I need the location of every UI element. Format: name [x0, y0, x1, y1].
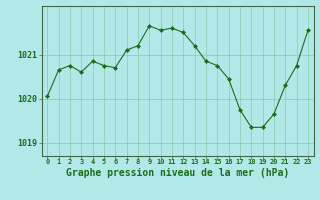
X-axis label: Graphe pression niveau de la mer (hPa): Graphe pression niveau de la mer (hPa): [66, 168, 289, 178]
